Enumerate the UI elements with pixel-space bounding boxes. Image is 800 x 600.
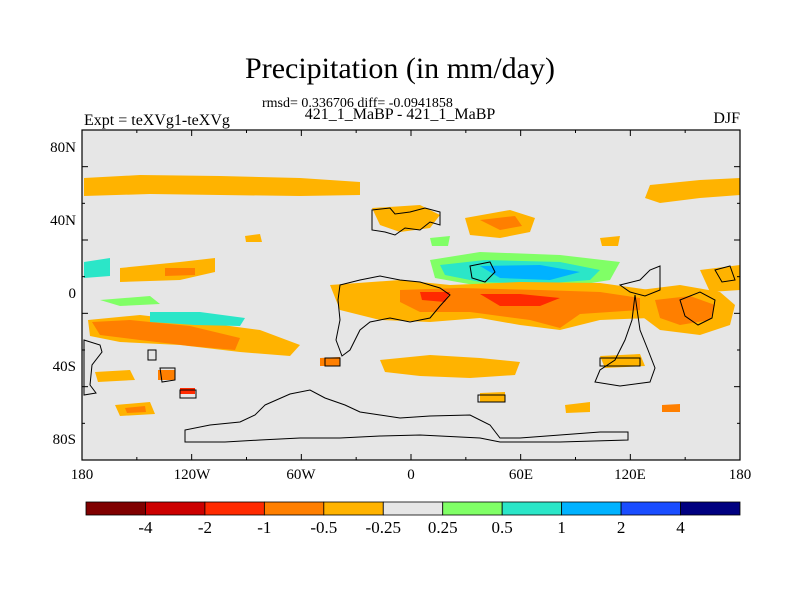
experiment-label: Expt = teXVg1-teXVg (84, 112, 230, 129)
colorbar-label: 1 (557, 518, 566, 537)
colorbar-swatch (442, 501, 503, 516)
colorbar-swatch (501, 501, 563, 516)
colorbar-label: -4 (138, 518, 153, 537)
map-title: Precipitation (in mm/day) (245, 52, 555, 85)
colorbar-label: 0.25 (427, 518, 458, 537)
colorbar-swatch (382, 501, 444, 516)
lon-label-120w: 120W (173, 467, 211, 483)
lon-label-60e: 60E (508, 467, 534, 483)
lat-label-0: 0 (68, 286, 77, 302)
colorbar (85, 501, 741, 516)
colorbar-label: 2 (616, 518, 626, 537)
colorbar-label: -1 (257, 518, 272, 537)
lon-label-120e: 120E (614, 467, 646, 483)
rmsd-diff-stats: rmsd= 0.336706 diff= -0.0941858 (262, 96, 453, 111)
colorbar-label: 0.5 (491, 518, 513, 537)
colorbar-swatch (323, 501, 384, 516)
colorbar-swatch (145, 501, 206, 516)
lon-label-180w: 180 (70, 467, 94, 483)
colorbar-label: 4 (676, 518, 685, 537)
colorbar-label: -0.25 (365, 518, 401, 537)
lon-label-180e: 180 (728, 467, 752, 483)
coastlines (83, 207, 736, 443)
axis-ticks (81, 129, 741, 461)
colorbar-swatch (263, 501, 325, 516)
colorbar-label: -0.5 (310, 518, 338, 537)
colorbar-label: -2 (197, 518, 212, 537)
lat-label-40s: 40S (52, 359, 76, 375)
colorbar-swatch (620, 501, 681, 516)
lon-label-0: 0 (407, 467, 415, 483)
colorbar-swatch (85, 501, 146, 516)
lat-label-80n: 80N (50, 140, 76, 156)
colorbar-swatch (680, 501, 741, 516)
colorbar-swatch (204, 501, 265, 516)
lat-label-40n: 40N (50, 213, 76, 229)
lon-label-60w: 60W (286, 467, 316, 483)
experiment-subtitle: 421_1_MaBP - 421_1_MaBP (304, 106, 496, 123)
season-label: DJF (713, 110, 740, 127)
lat-label-80s: 80S (52, 432, 76, 448)
colorbar-swatch (561, 501, 622, 516)
anomaly-fields (84, 175, 740, 416)
